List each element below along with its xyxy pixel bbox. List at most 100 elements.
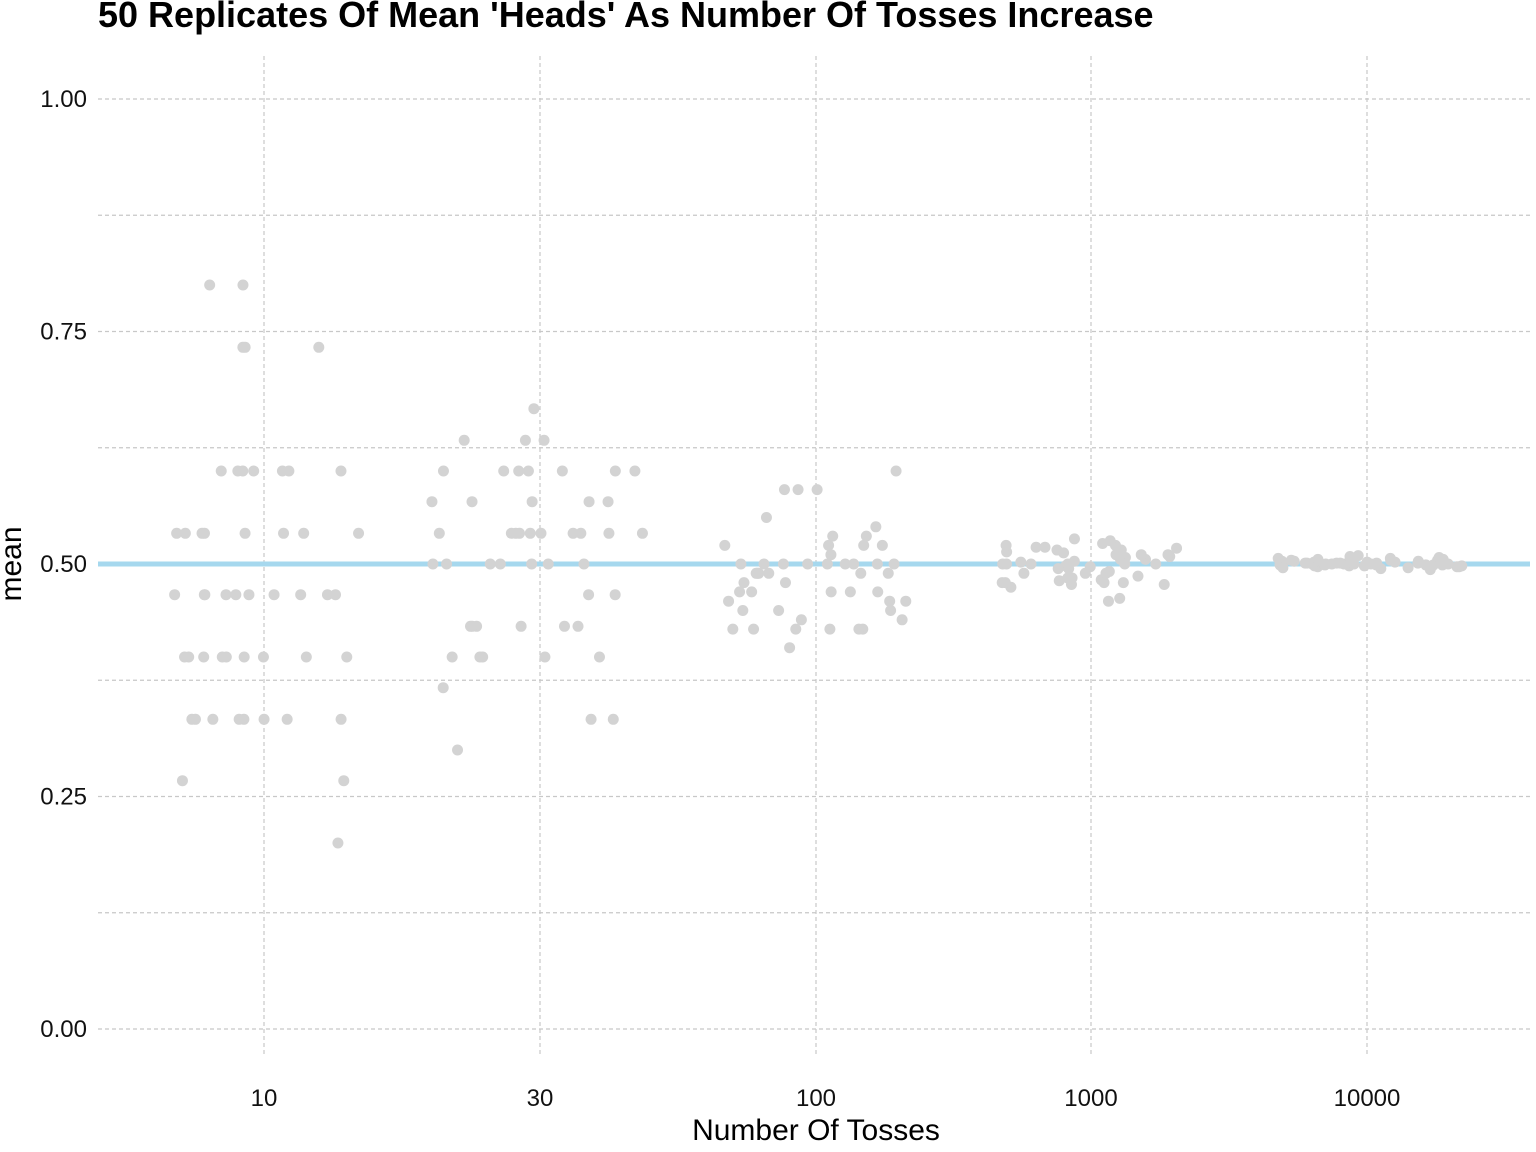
data-point — [1103, 565, 1115, 577]
data-point — [220, 651, 232, 663]
data-point — [848, 558, 860, 570]
data-point — [876, 539, 888, 551]
data-point — [1326, 558, 1338, 570]
data-point — [1102, 595, 1114, 607]
data-point — [300, 651, 312, 663]
data-point — [1068, 533, 1080, 545]
data-point — [298, 527, 310, 539]
data-point — [602, 496, 614, 508]
data-point — [1084, 561, 1096, 573]
data-point — [890, 465, 902, 477]
x-tick-label: 10 — [251, 1085, 278, 1112]
data-point — [567, 527, 579, 539]
x-tick-label: 10000 — [1334, 1085, 1401, 1112]
data-point — [558, 620, 570, 632]
data-point — [778, 484, 790, 496]
data-point — [243, 589, 255, 601]
data-point — [526, 496, 538, 508]
data-point — [777, 558, 789, 570]
data-point — [825, 586, 837, 598]
data-point — [1051, 544, 1063, 556]
data-point — [629, 465, 641, 477]
data-point — [1371, 557, 1383, 569]
data-point — [1158, 578, 1170, 590]
data-point — [1000, 539, 1012, 551]
data-point — [609, 465, 621, 477]
data-point — [1433, 551, 1445, 563]
data-point — [215, 465, 227, 477]
data-point — [258, 713, 270, 725]
data-point — [513, 465, 525, 477]
data-point — [233, 713, 245, 725]
data-point — [1348, 558, 1360, 570]
data-point — [779, 577, 791, 589]
data-point — [583, 589, 595, 601]
data-point — [575, 527, 587, 539]
data-point — [452, 744, 464, 756]
data-point — [1104, 535, 1116, 547]
data-point — [524, 527, 536, 539]
data-point — [844, 586, 856, 598]
data-point — [474, 651, 486, 663]
data-point — [784, 642, 796, 654]
data-point — [427, 558, 439, 570]
data-point — [220, 589, 232, 601]
data-point — [494, 558, 506, 570]
data-point — [824, 623, 836, 635]
data-point — [1039, 541, 1051, 553]
data-point — [609, 589, 621, 601]
data-point — [1352, 550, 1364, 562]
data-point — [758, 558, 770, 570]
data-point — [237, 465, 249, 477]
y-tick-label: 0.00 — [40, 1016, 87, 1043]
x-tick-labels: 10 30 100 1000 10000 — [251, 1085, 1401, 1112]
data-point — [1402, 562, 1414, 574]
x-tick-label: 30 — [527, 1085, 554, 1112]
data-point — [281, 713, 293, 725]
data-point — [572, 620, 584, 632]
data-point — [858, 539, 870, 551]
data-point — [198, 589, 210, 601]
data-point — [795, 614, 807, 626]
data-point — [1285, 554, 1297, 566]
y-tick-labels: 0.00 0.25 0.50 0.75 1.00 — [40, 86, 87, 1043]
data-point — [811, 484, 823, 496]
data-point — [900, 595, 912, 607]
data-point — [238, 651, 250, 663]
y-tick-label: 0.75 — [40, 319, 87, 346]
data-point — [437, 465, 449, 477]
data-point — [1150, 558, 1162, 570]
data-point — [466, 496, 478, 508]
data-point — [746, 586, 758, 598]
data-point — [1456, 560, 1468, 572]
data-point — [827, 530, 839, 542]
data-point — [1171, 542, 1183, 554]
data-point — [341, 651, 353, 663]
data-point — [821, 558, 833, 570]
data-point — [735, 558, 747, 570]
data-point — [603, 527, 615, 539]
chart-title: 50 Replicates Of Mean 'Heads' As Number … — [98, 0, 1154, 35]
data-point — [583, 496, 595, 508]
data-point — [1162, 549, 1174, 561]
data-point — [295, 589, 307, 601]
data-point — [338, 775, 350, 787]
data-point — [538, 434, 550, 446]
data-point — [1299, 557, 1311, 569]
x-tick-label: 100 — [796, 1085, 836, 1112]
data-point — [313, 341, 325, 353]
data-point — [353, 527, 365, 539]
data-point — [239, 341, 251, 353]
data-point — [198, 527, 210, 539]
y-tick-label: 0.25 — [40, 784, 87, 811]
data-point — [839, 558, 851, 570]
data-point — [872, 586, 884, 598]
data-point — [1334, 557, 1346, 569]
data-point — [750, 567, 762, 579]
data-point — [871, 558, 883, 570]
data-point — [1272, 552, 1284, 564]
data-point — [198, 651, 210, 663]
data-point — [466, 620, 478, 632]
data-point — [607, 713, 619, 725]
